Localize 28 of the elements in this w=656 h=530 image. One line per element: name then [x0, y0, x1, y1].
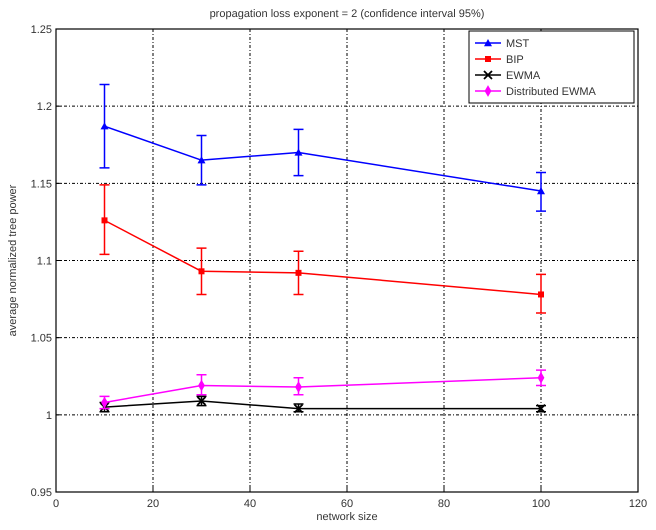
point — [296, 270, 302, 276]
y-tick-label: 0.95 — [30, 487, 52, 499]
legend-label: EWMA — [506, 70, 541, 82]
point — [100, 122, 108, 130]
legend-label: BIP — [506, 54, 524, 66]
point — [537, 187, 545, 194]
x-tick-label: 40 — [244, 498, 256, 510]
y-tick-label: 1.05 — [30, 332, 52, 345]
x-tick-label: 120 — [628, 498, 648, 510]
legend-label: Distributed EWMA — [506, 86, 597, 98]
x-tick-label: 60 — [340, 498, 354, 510]
legend-label: MST — [506, 38, 530, 50]
x-tick-label: 0 — [52, 498, 60, 510]
y-tick-label: 1.1 — [36, 256, 52, 268]
x-tick-label: 100 — [532, 498, 550, 510]
y-axis-title: average normalized tree power — [7, 184, 19, 336]
y-tick-label: 1.25 — [30, 24, 52, 36]
x-axis-title: network size — [316, 511, 378, 523]
chart-title: propagation loss exponent = 2 (confidence interval 95%) — [210, 8, 484, 20]
y-tick-label: 1.15 — [30, 178, 52, 190]
x-tick-label: 80 — [438, 498, 450, 510]
point — [102, 217, 108, 224]
x-tick-label: 20 — [146, 498, 160, 510]
y-tick-label: 1 — [46, 410, 52, 422]
point — [198, 268, 204, 274]
point — [538, 291, 544, 298]
point — [198, 156, 206, 164]
y-tick-label: 1.2 — [36, 101, 52, 114]
